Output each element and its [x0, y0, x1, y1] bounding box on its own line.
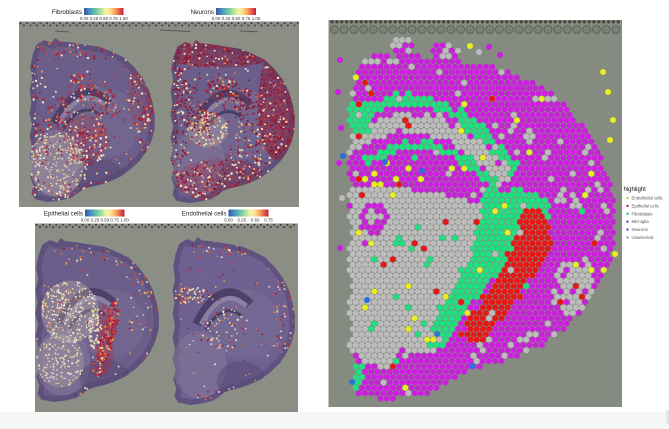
svg-text:0.75: 0.75	[264, 218, 273, 223]
svg-text:0.75: 0.75	[110, 218, 119, 223]
svg-text:0.50: 0.50	[101, 218, 110, 223]
svg-text:Neurons: Neurons	[632, 227, 648, 232]
svg-text:1.00: 1.00	[252, 16, 261, 21]
svg-text:0.00: 0.00	[80, 16, 89, 21]
svg-text:Epithelial cells: Epithelial cells	[44, 210, 83, 217]
svg-text:0.50: 0.50	[251, 218, 260, 223]
svg-text:Endothelial cells: Endothelial cells	[632, 196, 663, 201]
svg-text:0.50: 0.50	[232, 16, 241, 21]
svg-text:Neurons: Neurons	[191, 9, 214, 16]
svg-text:highlight: highlight	[624, 187, 647, 193]
svg-text:0.25: 0.25	[238, 218, 247, 223]
svg-text:Epithelial cells: Epithelial cells	[632, 203, 659, 208]
svg-text:Fibroblasts: Fibroblasts	[52, 9, 82, 16]
svg-text:0.75: 0.75	[242, 16, 251, 21]
svg-text:0.00: 0.00	[224, 218, 233, 223]
svg-text:Unselected: Unselected	[632, 235, 654, 240]
svg-text:0.25: 0.25	[222, 16, 231, 21]
svg-text:0.75: 0.75	[109, 16, 118, 21]
svg-text:Microglia: Microglia	[632, 219, 650, 224]
svg-text:0.50: 0.50	[100, 16, 109, 21]
svg-text:0.00: 0.00	[212, 16, 221, 21]
svg-text:1.00: 1.00	[120, 218, 129, 223]
svg-text:Fibroblasts: Fibroblasts	[632, 211, 653, 216]
svg-text:0.00: 0.00	[81, 218, 90, 223]
svg-text:0.25: 0.25	[90, 16, 99, 21]
svg-text:0.25: 0.25	[91, 218, 100, 223]
svg-text:Endothelial cells: Endothelial cells	[182, 210, 227, 217]
svg-text:1.00: 1.00	[119, 16, 128, 21]
